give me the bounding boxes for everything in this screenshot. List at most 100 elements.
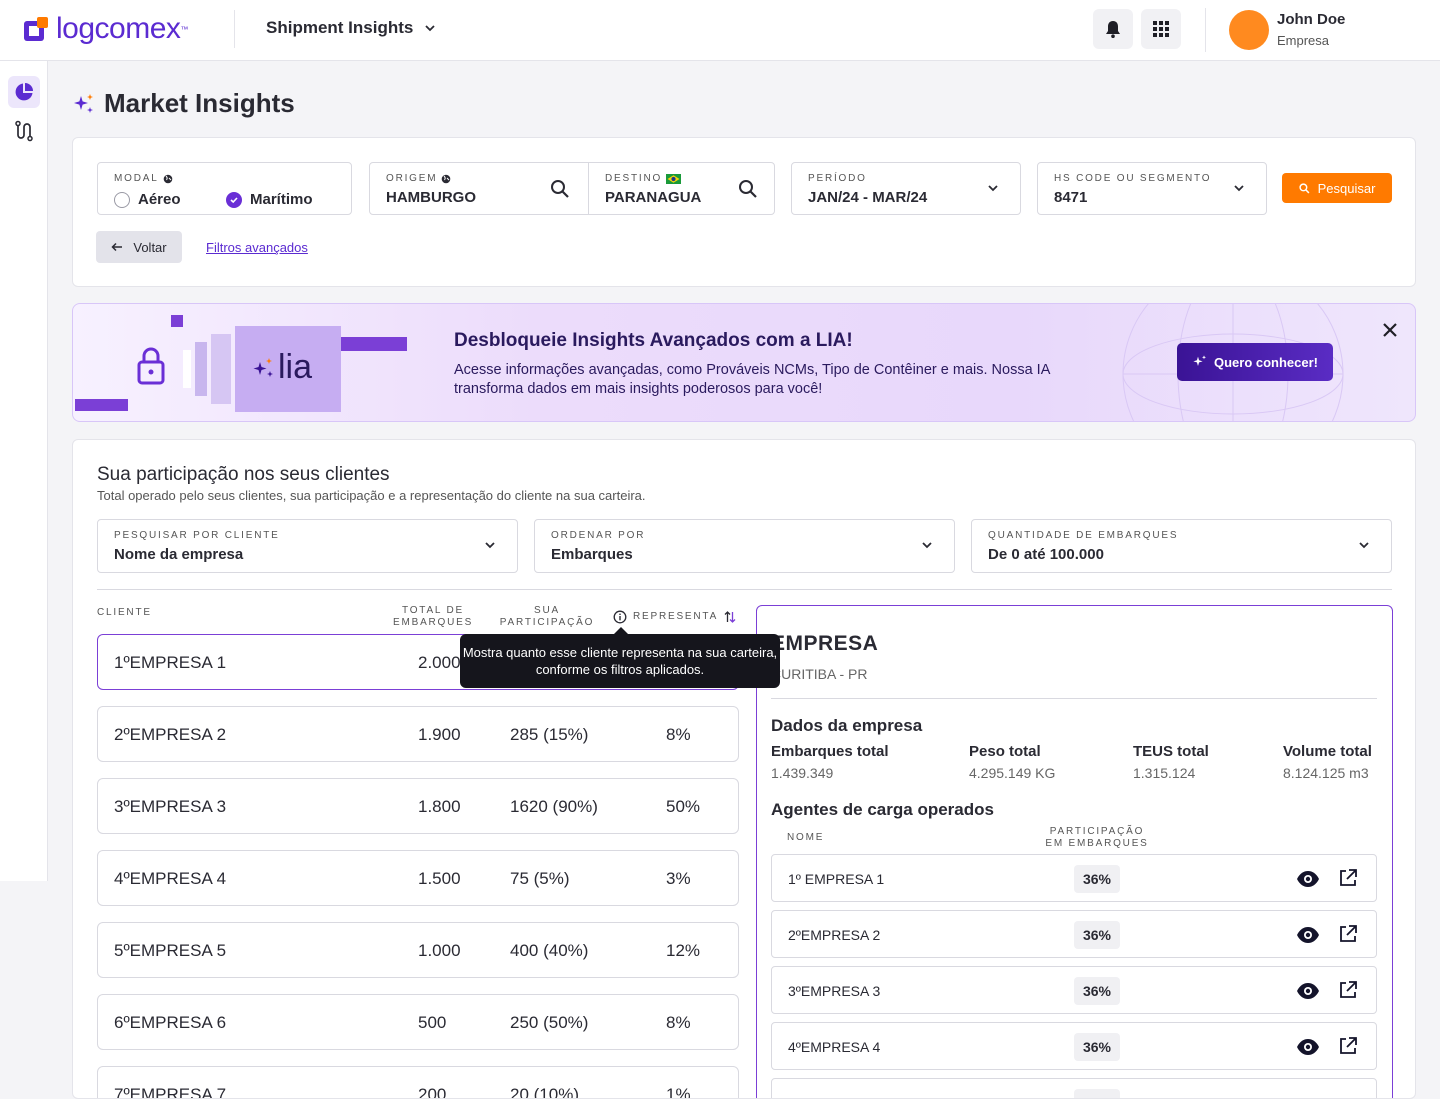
avatar[interactable] bbox=[1229, 10, 1269, 50]
agent-row[interactable]: 3ºEMPRESA 3 36% bbox=[771, 966, 1377, 1014]
apps-grid-button[interactable] bbox=[1141, 9, 1181, 49]
filter-card: MODAL Aéreo Marítimo ORIGEM HAMBURGO DES… bbox=[72, 137, 1416, 287]
origem-label: ORIGEM bbox=[386, 173, 451, 184]
modal-option-maritimo[interactable]: Marítimo bbox=[226, 191, 313, 208]
search-button[interactable]: Pesquisar bbox=[1282, 173, 1392, 203]
client-name: 4ºEMPRESA 4 bbox=[114, 869, 227, 888]
client-total: 1.800 bbox=[418, 797, 461, 816]
user-name[interactable]: John Doe bbox=[1277, 11, 1346, 28]
detail-agents-heading: Agentes de carga operados bbox=[771, 800, 994, 819]
agent-name: 2ºEMPRESA 2 bbox=[788, 927, 881, 943]
eye-icon[interactable] bbox=[1296, 868, 1320, 890]
shipments-range-select[interactable]: QUANTIDADE DE EMBARQUES De 0 até 100.000 bbox=[971, 519, 1392, 573]
quero-conhecer-button[interactable]: Quero conhecer! bbox=[1177, 343, 1333, 381]
clients-card: Sua participação nos seus clientes Total… bbox=[72, 439, 1416, 1099]
close-icon[interactable] bbox=[1379, 319, 1401, 341]
modal-option-aereo[interactable]: Aéreo bbox=[114, 191, 181, 208]
agent-row[interactable] bbox=[771, 1078, 1377, 1098]
grid-icon bbox=[1153, 21, 1169, 37]
shipments-range-value: De 0 até 100.000 bbox=[988, 546, 1104, 563]
search-icon[interactable] bbox=[550, 179, 570, 199]
detail-company-heading: Dados da empresa bbox=[771, 716, 923, 735]
eye-icon[interactable] bbox=[1296, 980, 1320, 1002]
periodo-select[interactable]: PERÍODO JAN/24 - MAR/24 bbox=[791, 162, 1021, 215]
stat-teus-label: TEUS total bbox=[1133, 743, 1209, 760]
lia-logo-text: lia bbox=[278, 348, 313, 386]
col-total-embarques: TOTAL DE EMBARQUES bbox=[393, 605, 473, 629]
client-row[interactable]: 6ºEMPRESA 6 500 250 (50%) 8% bbox=[97, 994, 739, 1050]
agent-name: 4ºEMPRESA 4 bbox=[788, 1039, 881, 1055]
tooltip-arrow bbox=[613, 627, 629, 635]
col-total-line2: EMBARQUES bbox=[393, 617, 474, 628]
client-name: 6ºEMPRESA 6 bbox=[114, 1013, 227, 1032]
client-representation: 1% bbox=[666, 1085, 691, 1099]
top-bar: logcomex ™ Shipment Insights John Doe Em… bbox=[0, 0, 1440, 61]
eye-icon[interactable] bbox=[1296, 924, 1320, 946]
client-detail-panel: EMPRESA CURITIBA - PR Dados da empresa E… bbox=[756, 605, 1393, 1098]
agent-percentage-badge: 36% bbox=[1074, 1033, 1120, 1061]
sidebar-item-insights[interactable] bbox=[8, 76, 40, 108]
chevron-down-icon bbox=[1359, 542, 1369, 549]
agent-percentage-badge: 36% bbox=[1074, 977, 1120, 1005]
divider bbox=[771, 698, 1377, 699]
client-row[interactable]: 4ºEMPRESA 4 1.500 75 (5%) 3% bbox=[97, 850, 739, 906]
notifications-button[interactable] bbox=[1093, 9, 1133, 49]
chevron-down-icon bbox=[425, 25, 435, 32]
search-icon[interactable] bbox=[738, 179, 758, 199]
external-link-icon[interactable] bbox=[1338, 1036, 1358, 1056]
client-name: 5ºEMPRESA 5 bbox=[114, 941, 227, 960]
client-row[interactable]: 7ºEMPRESA 7 200 20 (10%) 1% bbox=[97, 1066, 739, 1099]
sidebar-item-routes[interactable] bbox=[8, 115, 40, 147]
topbar-divider bbox=[234, 10, 235, 48]
client-row[interactable]: 2ºEMPRESA 2 1.900 285 (15%) 8% bbox=[97, 706, 739, 762]
radio-checked-icon bbox=[226, 191, 242, 208]
sparkle-icon bbox=[74, 93, 93, 113]
stat-peso-label: Peso total bbox=[969, 743, 1041, 760]
logcomex-logo[interactable]: logcomex ™ bbox=[24, 12, 188, 46]
origem-input[interactable]: HAMBURGO bbox=[386, 189, 476, 206]
client-search-select[interactable]: PESQUISAR POR CLIENTE Nome da empresa bbox=[97, 519, 518, 573]
col-part-line2: PARTICIPAÇÃO bbox=[499, 617, 595, 628]
globe-icon bbox=[442, 174, 451, 183]
page-title-text: Market Insights bbox=[104, 88, 295, 118]
back-button[interactable]: Voltar bbox=[96, 231, 182, 263]
sort-select[interactable]: ORDENAR POR Embarques bbox=[534, 519, 955, 573]
section-subtitle: Total operado pelo seus clientes, sua pa… bbox=[97, 488, 646, 503]
stat-teus-value: 1.315.124 bbox=[1133, 765, 1196, 781]
app-switcher-label: Shipment Insights bbox=[266, 18, 414, 37]
user-divider bbox=[1205, 8, 1206, 52]
agent-row[interactable]: 2ºEMPRESA 2 36% bbox=[771, 910, 1377, 958]
client-name: 2ºEMPRESA 2 bbox=[114, 725, 227, 744]
stat-volume-value: 8.124.125 m3 bbox=[1283, 765, 1369, 781]
advanced-filters-link[interactable]: Filtros avançados bbox=[206, 240, 308, 255]
hs-code-label: HS CODE OU SEGMENTO bbox=[1054, 173, 1212, 184]
eye-icon[interactable] bbox=[1296, 1036, 1320, 1058]
chevron-down-icon bbox=[922, 542, 932, 549]
col-representa-label: REPRESENTA bbox=[633, 611, 719, 622]
external-link-icon[interactable] bbox=[1338, 980, 1358, 1000]
hs-code-select[interactable]: HS CODE OU SEGMENTO 8471 bbox=[1037, 162, 1267, 215]
divider bbox=[97, 589, 1392, 590]
lia-illustration bbox=[75, 315, 407, 412]
agents-col-part-line2: EM EMBARQUES bbox=[1045, 838, 1149, 849]
client-row[interactable]: 5ºEMPRESA 5 1.000 400 (40%) 12% bbox=[97, 922, 739, 978]
periodo-label: PERÍODO bbox=[808, 173, 867, 184]
stat-peso-value: 4.295.149 KG bbox=[969, 765, 1056, 781]
info-icon[interactable] bbox=[613, 610, 627, 624]
agent-row[interactable]: 1º EMPRESA 1 36% bbox=[771, 854, 1377, 902]
route-divider bbox=[588, 163, 589, 214]
modal-option-aereo-label: Aéreo bbox=[138, 191, 181, 208]
destino-input[interactable]: PARANAGUA bbox=[605, 189, 702, 206]
external-link-icon[interactable] bbox=[1338, 868, 1358, 888]
client-row[interactable]: 3ºEMPRESA 3 1.800 1620 (90%) 50% bbox=[97, 778, 739, 834]
app-switcher-dropdown[interactable]: Shipment Insights bbox=[266, 18, 437, 38]
client-participation: 250 (50%) bbox=[510, 1013, 589, 1032]
sort-icon[interactable] bbox=[724, 610, 736, 624]
shipments-range-label: QUANTIDADE DE EMBARQUES bbox=[988, 530, 1179, 541]
external-link-icon[interactable] bbox=[1338, 924, 1358, 944]
client-representation: 8% bbox=[666, 1013, 691, 1032]
brazil-flag-icon bbox=[666, 173, 682, 184]
globe-icon bbox=[163, 174, 172, 183]
agent-row[interactable]: 4ºEMPRESA 4 36% bbox=[771, 1022, 1377, 1070]
col-representa[interactable]: REPRESENTA bbox=[613, 610, 736, 624]
